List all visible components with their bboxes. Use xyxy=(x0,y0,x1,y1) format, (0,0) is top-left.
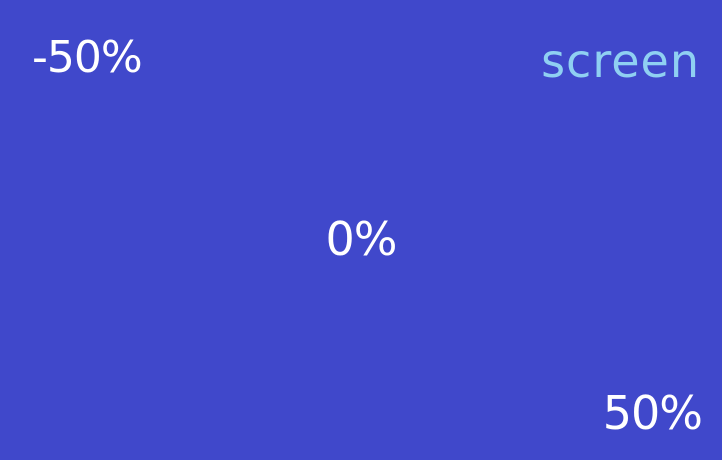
offset-label-minus-50: -50% xyxy=(32,32,143,83)
screen-label: screen xyxy=(541,34,700,88)
offset-label-zero: 0% xyxy=(325,212,398,266)
offset-label-plus-50: 50% xyxy=(602,386,703,440)
